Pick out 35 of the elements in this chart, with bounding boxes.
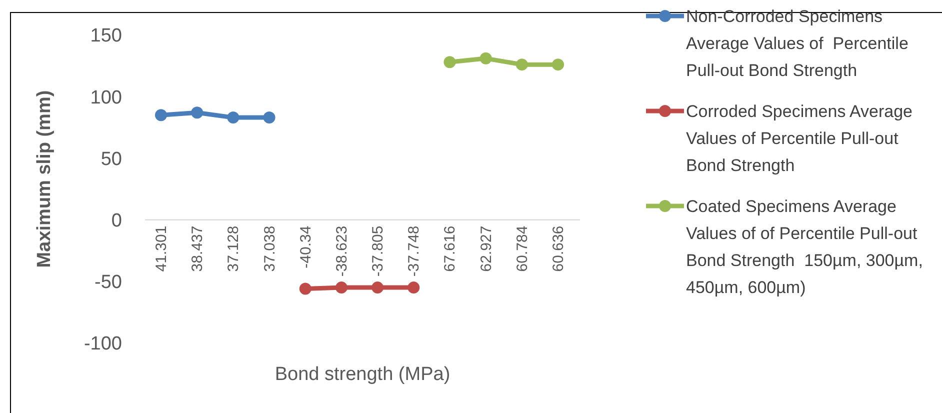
y-tick-label: 0 [111, 210, 122, 232]
point [299, 282, 312, 295]
y-tick-label: 100 [90, 87, 122, 108]
point [552, 58, 564, 71]
point [444, 56, 456, 68]
point [191, 106, 204, 119]
x-tick-label: 62.927 [478, 226, 495, 272]
x-tick-label: 41.301 [153, 226, 170, 272]
y-tick-label: -100 [84, 334, 122, 355]
point [408, 282, 420, 294]
x-axis-title: Bond strength (MPa) [274, 364, 450, 385]
legend-label: Non-Corroded Specimens Average Values of Percentile Pull-out Bond Strength [686, 7, 908, 80]
x-tick-label: 37.038 [261, 226, 278, 272]
point [372, 282, 384, 294]
x-tick-label: -40.34 [297, 226, 314, 268]
point [263, 112, 276, 124]
x-tick-label: 38.437 [189, 226, 206, 272]
y-tick-label: -50 [94, 272, 122, 294]
x-tick-label: 67.616 [442, 226, 459, 272]
x-tick-label: 60.784 [514, 226, 531, 272]
x-tick-label: -37.748 [406, 226, 423, 277]
point [335, 282, 348, 294]
point [227, 112, 240, 124]
x-tick-label: 37.128 [225, 226, 242, 272]
y-tick-label: 50 [100, 148, 122, 170]
point [480, 52, 492, 64]
point [516, 58, 528, 71]
y-axis-title: Maximum slip (mm) [34, 90, 55, 268]
legend-label: Coated Specimens Average Values of of Percentile Pull-out Bond Strength 150µm, 300µm, 450µm, 600µm) [686, 197, 923, 297]
x-tick-label: 60.636 [550, 226, 567, 272]
legend-label: Corroded Specimens Average Values of Percentile Pull-out Bond Strength [686, 102, 912, 175]
x-tick-label: -37.805 [370, 226, 387, 277]
y-tick-label: 150 [90, 26, 122, 47]
x-tick-label: -38.623 [333, 226, 350, 277]
point [155, 109, 167, 122]
